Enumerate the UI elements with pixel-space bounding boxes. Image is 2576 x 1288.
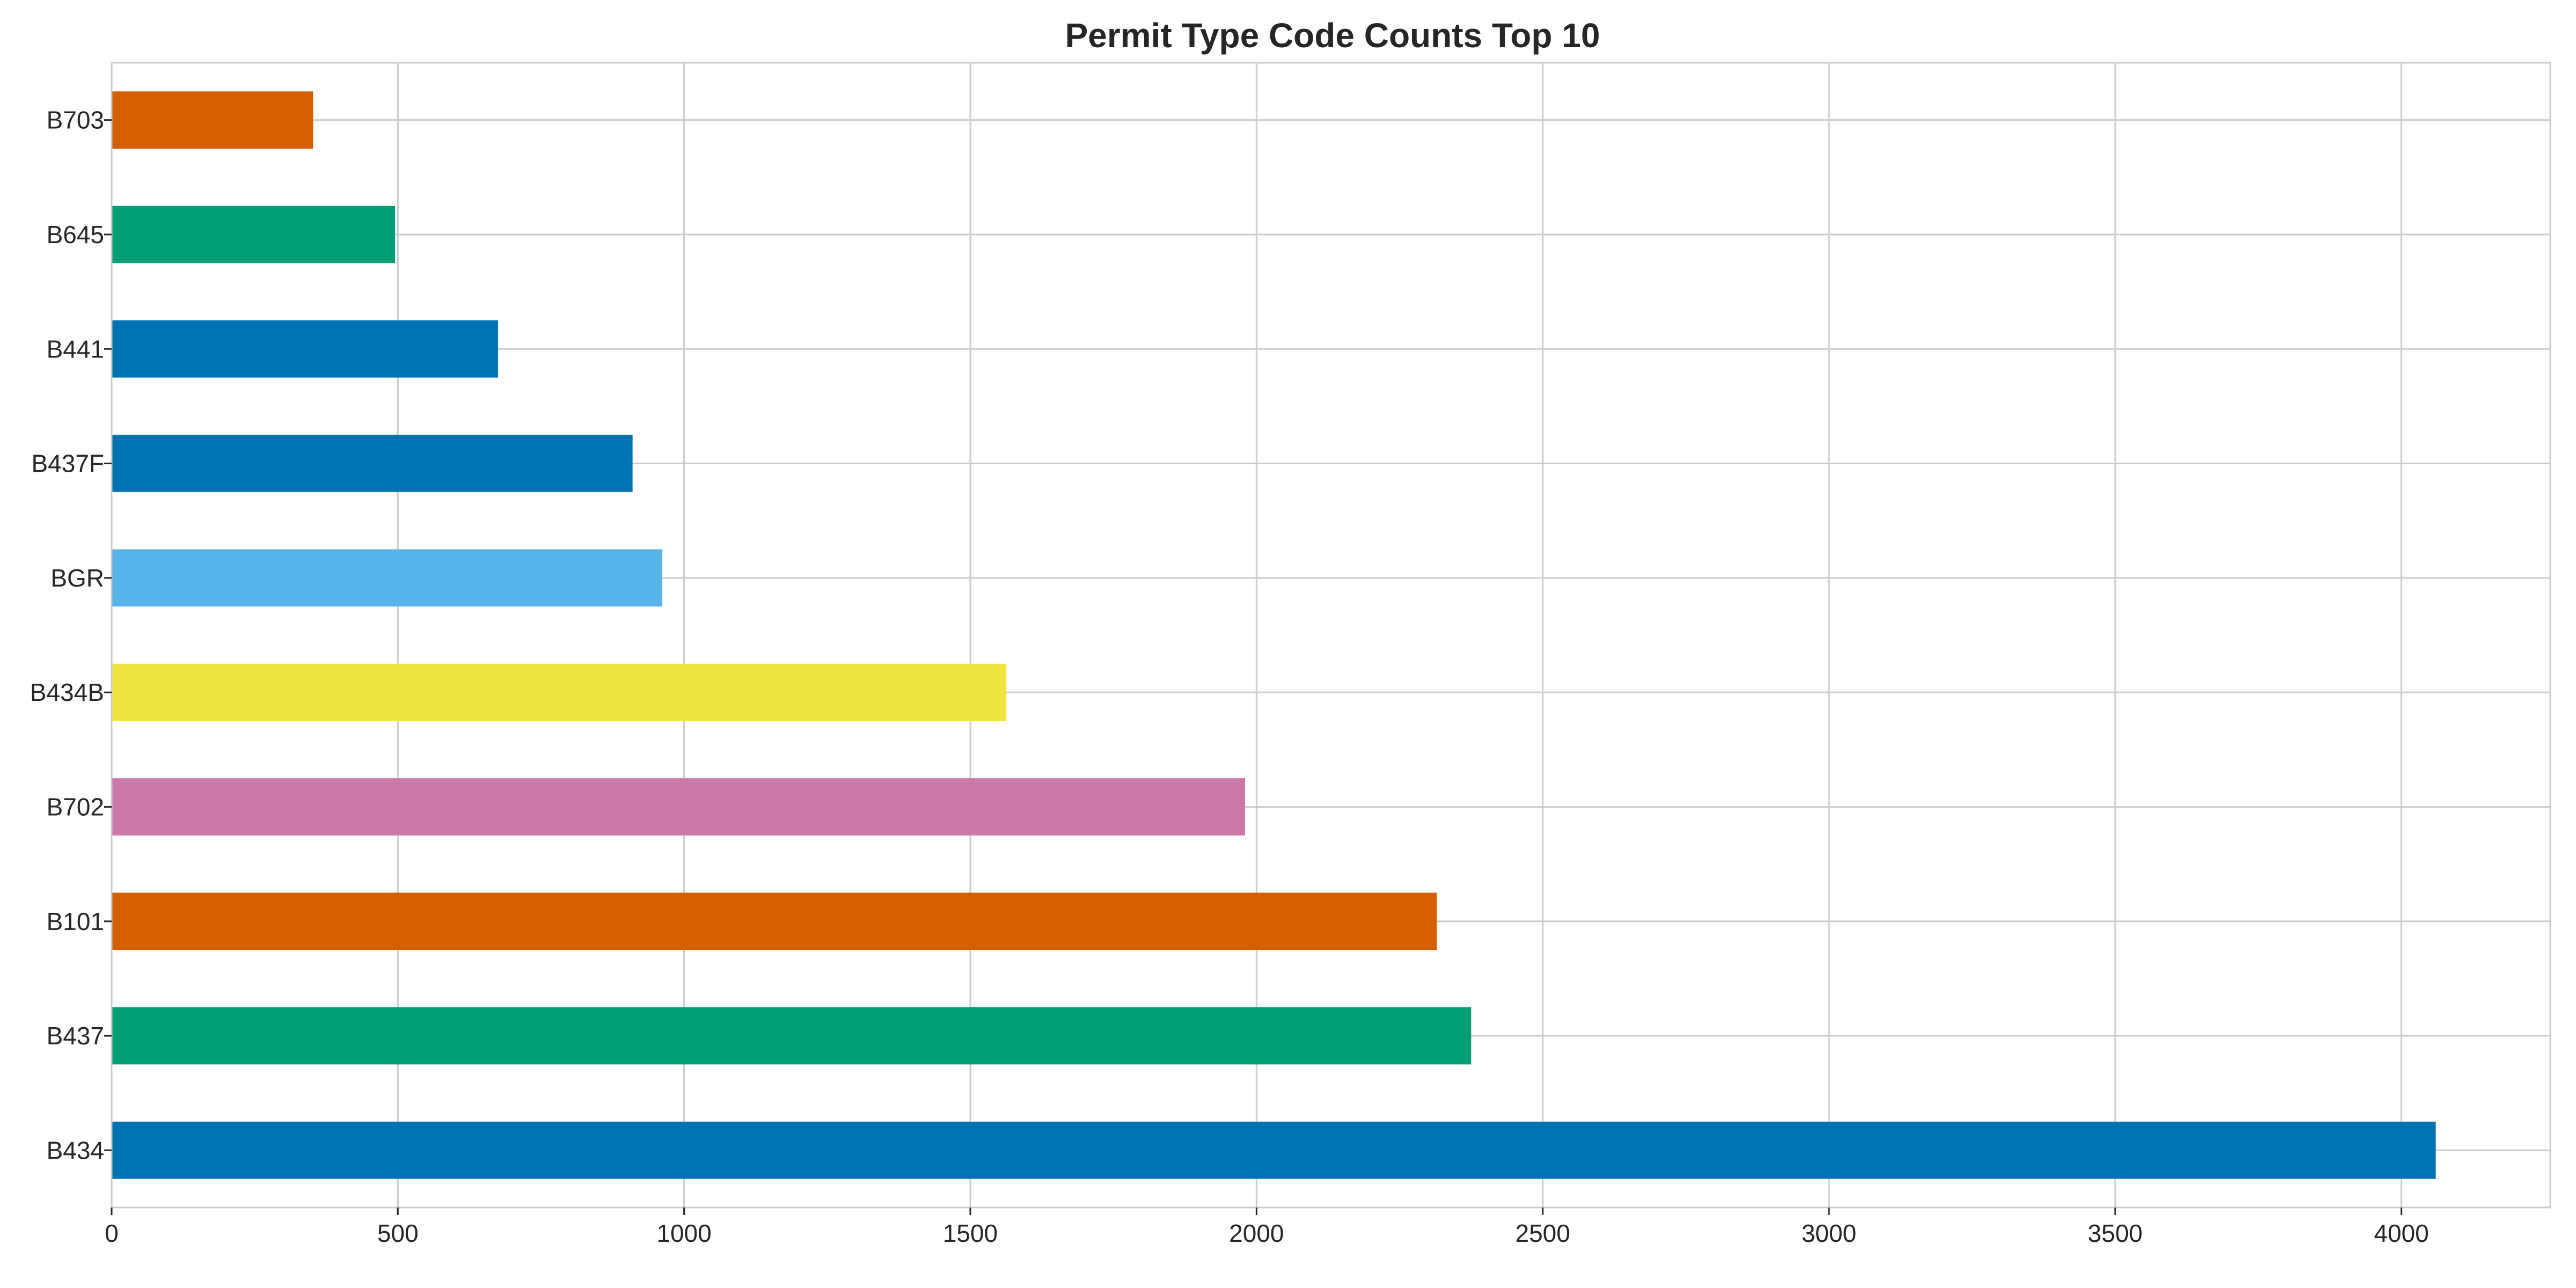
x-tick-label: 1500 — [943, 1219, 998, 1247]
bar-bgr — [112, 549, 663, 607]
x-axis-ticks: 0 500 1000 1500 2000 2500 3000 3500 4000 — [105, 1208, 2429, 1247]
x-tick-label: 4000 — [2374, 1219, 2428, 1247]
y-axis-ticks: B434 B437 B101 B702 B434B BGR B437F B441 B645 B70… — [30, 106, 112, 1164]
y-tick-label: B434 — [47, 1136, 104, 1164]
y-tick-label: B702 — [47, 793, 104, 821]
bar-b437 — [112, 1007, 1472, 1065]
y-tick-label: B437F — [31, 450, 104, 478]
bar-b101 — [112, 892, 1437, 950]
plot-area-frame — [111, 62, 2551, 1209]
x-tick-label: 3000 — [1802, 1219, 1856, 1247]
y-tick-label: B703 — [47, 106, 104, 134]
chart-title: Permit Type Code Counts Top 10 — [1065, 16, 1600, 55]
x-tick-label: 3500 — [2088, 1219, 2142, 1247]
y-tick-label: B437 — [47, 1022, 104, 1050]
y-tick-label: B645 — [47, 221, 104, 248]
x-tick-label: 1000 — [656, 1219, 711, 1247]
bar-b441 — [112, 320, 498, 378]
bar-b437f — [112, 435, 633, 492]
x-tick-label: 2000 — [1229, 1219, 1284, 1247]
bar-b434b — [112, 663, 1007, 721]
bar-b703 — [112, 91, 313, 149]
bar-b702 — [112, 778, 1245, 836]
bars — [112, 91, 2436, 1179]
y-tick-label: BGR — [50, 564, 104, 592]
y-tick-label: B441 — [47, 335, 104, 363]
y-tick-label: B101 — [47, 908, 104, 935]
y-tick-label: B434B — [30, 678, 104, 706]
x-tick-label: 500 — [377, 1219, 419, 1247]
x-tick-label: 2500 — [1515, 1219, 1570, 1247]
bar-b434 — [112, 1122, 2436, 1179]
x-tick-label: 0 — [105, 1219, 119, 1247]
bar-b645 — [112, 206, 395, 264]
